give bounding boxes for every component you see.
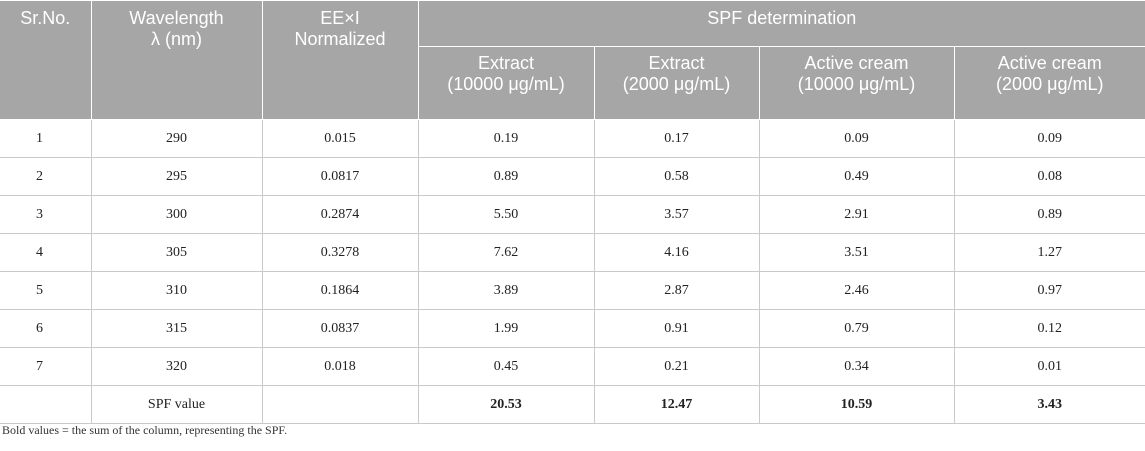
cell-extract-10000: 7.62 (417, 233, 595, 272)
cell-eexi: 0.1864 (261, 271, 419, 310)
table-row: 1 290 0.015 0.19 0.17 0.09 0.09 (0, 119, 1145, 158)
cell-wavelength: 290 (90, 119, 263, 158)
spf-table: Sr.No. Wavelength λ (nm) EE×I Normalized… (0, 0, 1145, 424)
header-extract-10000: Extract (10000 μg/mL) (418, 46, 595, 120)
table-row: 3 300 0.2874 5.50 3.57 2.91 0.89 (0, 195, 1145, 234)
table-row: 5 310 0.1864 3.89 2.87 2.46 0.97 (0, 271, 1145, 310)
cell-eexi: 0.015 (261, 119, 419, 158)
cell-cream-2000: 0.09 (953, 119, 1145, 158)
cell-extract-2000: 0.91 (593, 309, 760, 348)
cell-empty (261, 385, 419, 424)
cell-sr-no: 7 (0, 347, 92, 386)
cell-cream-10000: 2.46 (758, 271, 955, 310)
cell-cream-10000: 0.49 (758, 157, 955, 196)
cell-extract-2000: 0.21 (593, 347, 760, 386)
cell-cream-10000: 0.34 (758, 347, 955, 386)
cell-extract-10000: 3.89 (417, 271, 595, 310)
cell-sr-no: 6 (0, 309, 92, 348)
cell-wavelength: 310 (90, 271, 263, 310)
cell-wavelength: 300 (90, 195, 263, 234)
cell-extract-2000: 4.16 (593, 233, 760, 272)
cell-cream-10000: 0.79 (758, 309, 955, 348)
cell-wavelength: 315 (90, 309, 263, 348)
cell-cream-2000: 0.97 (953, 271, 1145, 310)
cell-extract-2000: 3.57 (593, 195, 760, 234)
table-row: 4 305 0.3278 7.62 4.16 3.51 1.27 (0, 233, 1145, 272)
cell-extract-10000: 5.50 (417, 195, 595, 234)
cell-cream-10000: 2.91 (758, 195, 955, 234)
cell-cream-2000: 1.27 (953, 233, 1145, 272)
cell-sr-no: 2 (0, 157, 92, 196)
spf-total-row: SPF value 20.53 12.47 10.59 3.43 (0, 385, 1145, 424)
cell-cream-2000: 0.08 (953, 157, 1145, 196)
cell-eexi: 0.0817 (261, 157, 419, 196)
cell-extract-2000: 2.87 (593, 271, 760, 310)
table-row: 6 315 0.0837 1.99 0.91 0.79 0.12 (0, 309, 1145, 348)
cell-cream-2000: 0.01 (953, 347, 1145, 386)
cell-extract-10000: 1.99 (417, 309, 595, 348)
header-wavelength: Wavelength λ (nm) (90, 0, 263, 120)
cell-eexi: 0.0837 (261, 309, 419, 348)
cell-cream-2000: 0.89 (953, 195, 1145, 234)
cell-eexi: 0.3278 (261, 233, 419, 272)
total-extract-2000: 12.47 (593, 385, 760, 424)
cell-cream-10000: 0.09 (758, 119, 955, 158)
total-extract-10000: 20.53 (417, 385, 595, 424)
cell-wavelength: 305 (90, 233, 263, 272)
cell-sr-no: 3 (0, 195, 92, 234)
cell-sr-no: 5 (0, 271, 92, 310)
cell-sr-no: 4 (0, 233, 92, 272)
table-footnote: Bold values = the sum of the column, rep… (2, 423, 288, 437)
cell-wavelength: 320 (90, 347, 263, 386)
cell-extract-10000: 0.89 (417, 157, 595, 196)
cell-cream-10000: 3.51 (758, 233, 955, 272)
header-spf-determination: SPF determination (417, 0, 1145, 47)
cell-extract-2000: 0.58 (593, 157, 760, 196)
table-row: 2 295 0.0817 0.89 0.58 0.49 0.08 (0, 157, 1145, 196)
header-extract-2000: Extract (2000 μg/mL) (593, 46, 760, 120)
total-cream-10000: 10.59 (758, 385, 955, 424)
cell-cream-2000: 0.12 (953, 309, 1145, 348)
cell-eexi: 0.2874 (261, 195, 419, 234)
header-active-cream-10000: Active cream (10000 μg/mL) (758, 46, 955, 120)
cell-extract-10000: 0.19 (417, 119, 595, 158)
header-active-cream-2000: Active cream (2000 μg/mL) (953, 46, 1145, 120)
cell-eexi: 0.018 (261, 347, 419, 386)
cell-extract-10000: 0.45 (417, 347, 595, 386)
total-cream-2000: 3.43 (953, 385, 1145, 424)
table-body: 1 290 0.015 0.19 0.17 0.09 0.09 2 295 0.… (0, 119, 1145, 424)
header-eexi-normalized: EE×I Normalized (261, 0, 419, 120)
cell-wavelength: 295 (90, 157, 263, 196)
cell-empty (0, 385, 92, 424)
cell-sr-no: 1 (0, 119, 92, 158)
cell-extract-2000: 0.17 (593, 119, 760, 158)
header-sr-no: Sr.No. (0, 0, 92, 120)
spf-value-label: SPF value (90, 385, 263, 424)
table-row: 7 320 0.018 0.45 0.21 0.34 0.01 (0, 347, 1145, 386)
table-header: Sr.No. Wavelength λ (nm) EE×I Normalized… (0, 0, 1145, 120)
